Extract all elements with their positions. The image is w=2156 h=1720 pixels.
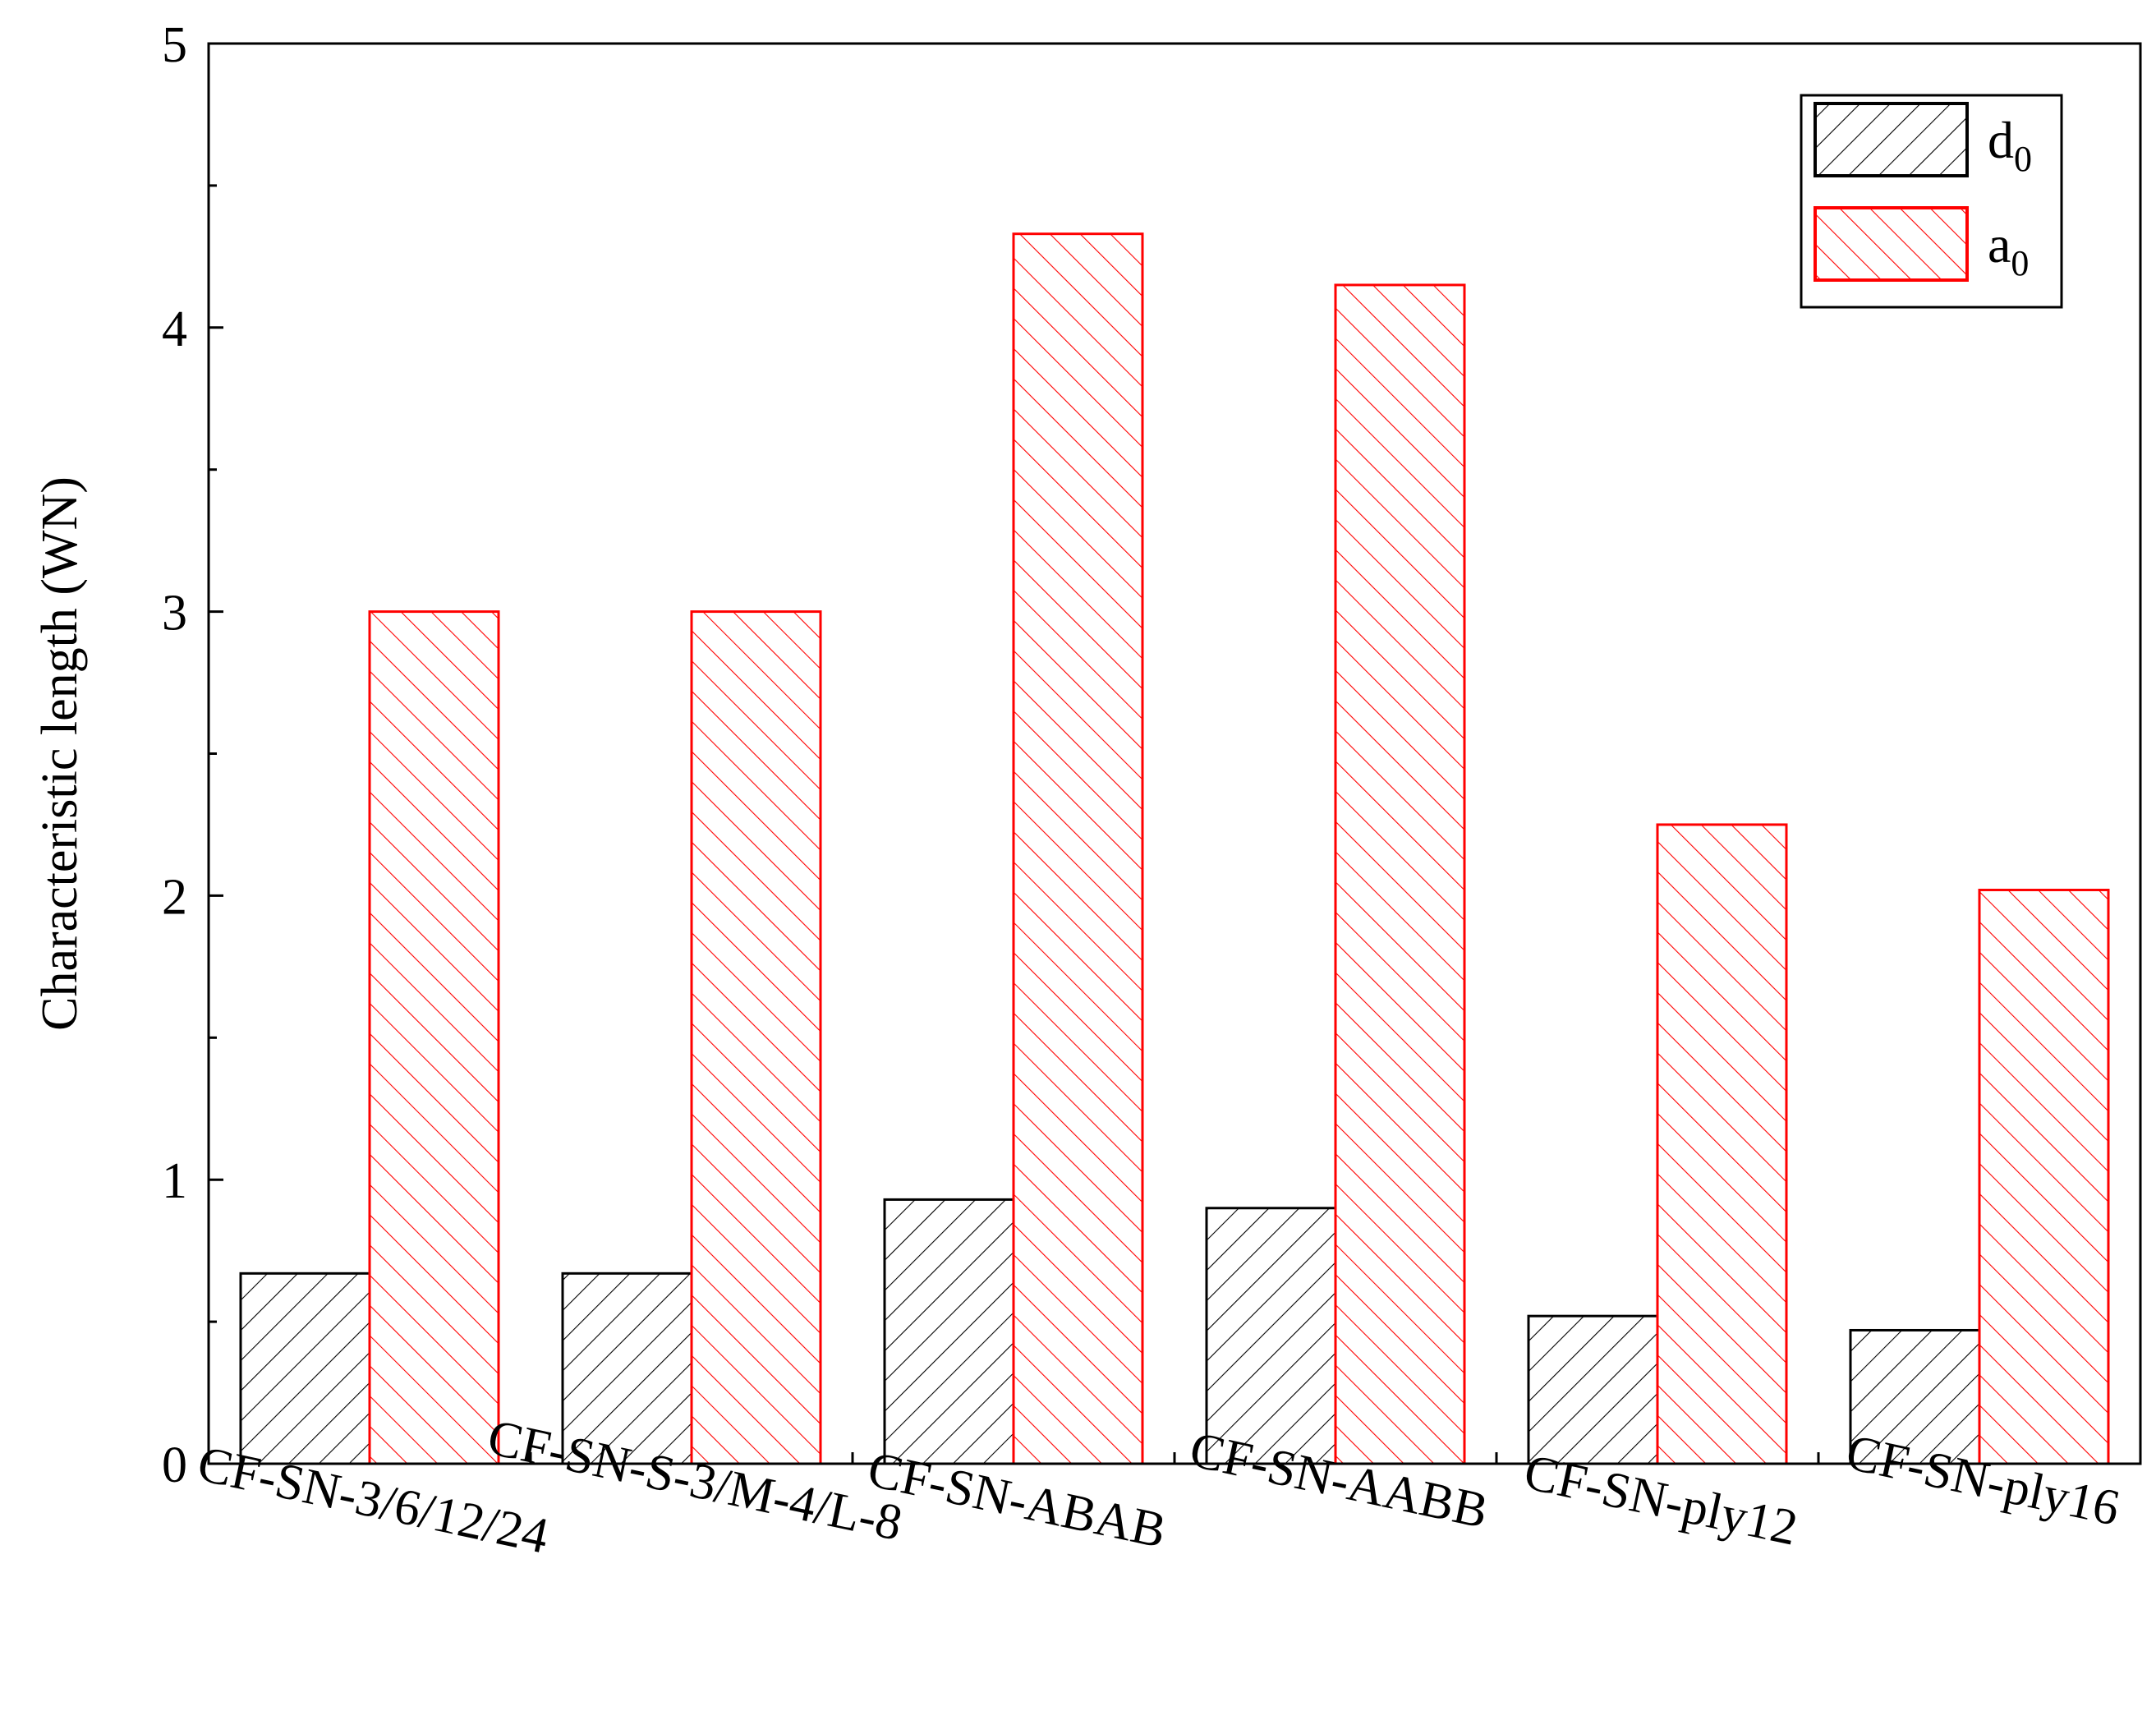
legend-swatch-a0: [1814, 206, 1969, 282]
y-tick-label-2: 2: [162, 869, 187, 925]
y-tick-label-5: 5: [162, 17, 187, 73]
legend-swatch-d0: [1814, 102, 1969, 177]
legend: d0 a0: [1800, 94, 2063, 309]
bar-a0-4: [1656, 823, 1788, 1465]
y-axis-title: Characteristic length (WN): [32, 476, 88, 1031]
legend-label-d0: d0: [1988, 111, 2032, 179]
legend-label-a0: a0: [1988, 215, 2029, 283]
y-tick-label-3: 3: [162, 586, 187, 642]
bar-d0-3: [1205, 1207, 1337, 1465]
bar-d0-2: [883, 1198, 1015, 1465]
bar-a0-5: [1978, 888, 2110, 1465]
bar-d0-0: [239, 1272, 371, 1465]
bar-d0-4: [1527, 1314, 1659, 1465]
y-tick-label-4: 4: [162, 301, 187, 357]
bar-a0-1: [690, 610, 822, 1465]
y-tick-label-0: 0: [162, 1437, 187, 1493]
bar-a0-0: [368, 610, 500, 1465]
bar-a0-3: [1334, 283, 1466, 1465]
y-tick-label-1: 1: [162, 1153, 187, 1209]
bar-a0-2: [1012, 232, 1144, 1465]
